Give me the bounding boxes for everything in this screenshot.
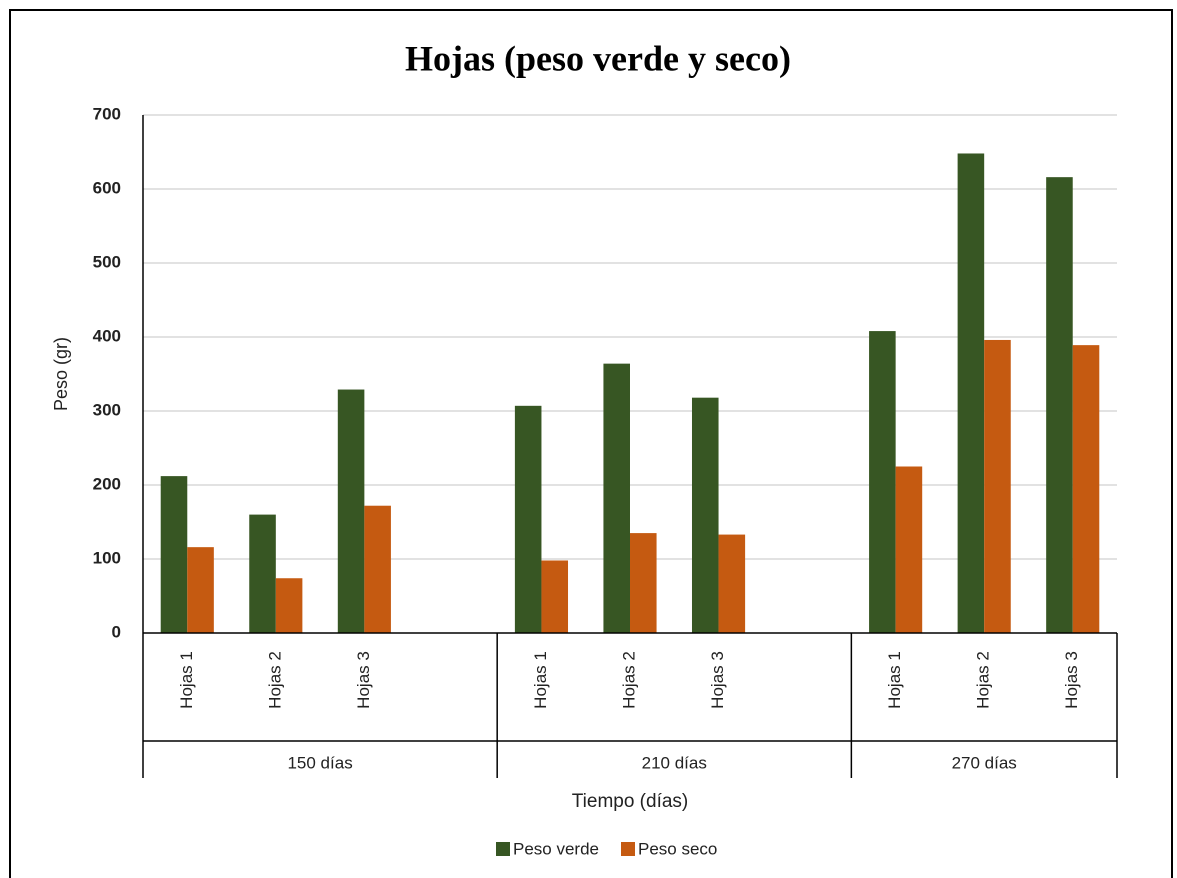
y-axis-title: Peso (gr) bbox=[51, 337, 71, 411]
bar bbox=[869, 331, 896, 633]
legend-label: Peso seco bbox=[638, 839, 717, 858]
group-label: 210 días bbox=[642, 753, 707, 772]
bar bbox=[187, 547, 214, 633]
legend-label: Peso verde bbox=[513, 839, 599, 858]
y-tick-label: 0 bbox=[112, 622, 121, 641]
bar bbox=[691, 397, 719, 633]
bar bbox=[603, 363, 630, 633]
legend-swatch bbox=[621, 842, 635, 856]
y-tick-label: 100 bbox=[93, 548, 121, 567]
y-tick-label: 600 bbox=[93, 178, 121, 197]
bar bbox=[249, 514, 276, 633]
bar bbox=[957, 153, 985, 634]
bar bbox=[895, 466, 923, 633]
x-tick-label: Hojas 1 bbox=[885, 651, 904, 709]
x-tick-label: Hojas 2 bbox=[974, 651, 993, 709]
bar bbox=[718, 534, 746, 633]
bar bbox=[514, 405, 542, 633]
y-tick-label: 500 bbox=[93, 252, 121, 271]
y-tick-label: 700 bbox=[93, 104, 121, 123]
bar bbox=[1072, 345, 1100, 633]
y-tick-label: 400 bbox=[93, 326, 121, 345]
x-tick-label: Hojas 2 bbox=[619, 651, 638, 709]
x-tick-label: Hojas 1 bbox=[531, 651, 550, 709]
bar bbox=[630, 533, 657, 633]
y-tick-label: 200 bbox=[93, 474, 121, 493]
x-tick-label: Hojas 3 bbox=[708, 651, 727, 709]
bar bbox=[984, 339, 1011, 633]
group-label: 270 días bbox=[952, 753, 1017, 772]
legend-swatch bbox=[496, 842, 510, 856]
bar bbox=[364, 505, 391, 633]
y-tick-label: 300 bbox=[93, 400, 121, 419]
bar bbox=[541, 560, 569, 633]
group-label: 150 días bbox=[287, 753, 352, 772]
bar bbox=[1046, 177, 1073, 633]
bar bbox=[337, 389, 365, 633]
x-tick-label: Hojas 2 bbox=[265, 651, 284, 709]
x-tick-label: Hojas 1 bbox=[177, 651, 196, 709]
bar bbox=[275, 578, 303, 633]
x-tick-label: Hojas 3 bbox=[1062, 651, 1081, 709]
x-tick-label: Hojas 3 bbox=[354, 651, 373, 709]
x-axis-title: Tiempo (días) bbox=[572, 791, 689, 812]
bar bbox=[160, 476, 188, 633]
chart-title: Hojas (peso verde y seco) bbox=[405, 38, 791, 78]
